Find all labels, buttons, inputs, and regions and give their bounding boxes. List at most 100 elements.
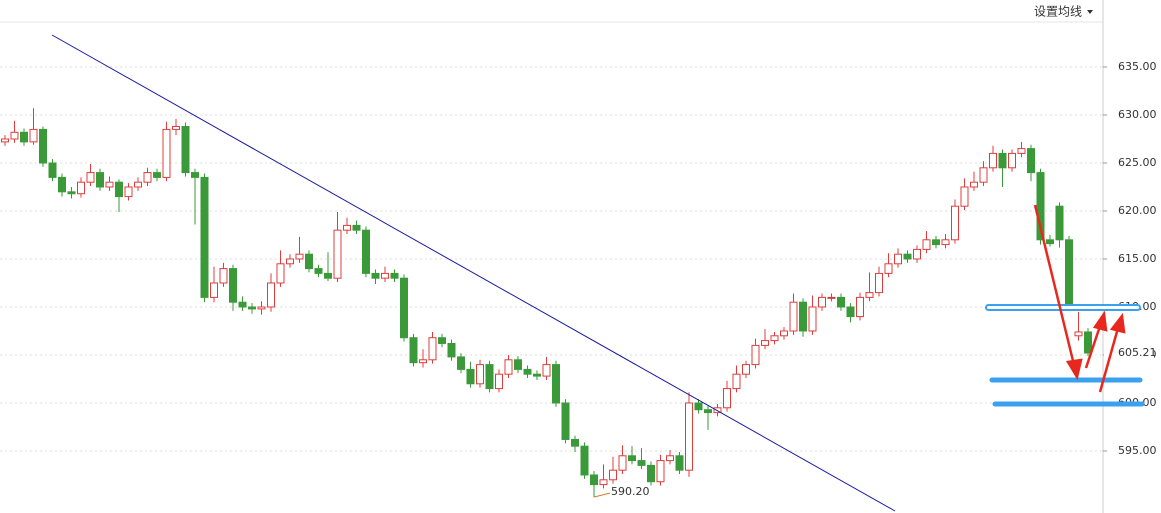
- candle-body: [989, 152, 997, 169]
- candle-body: [846, 306, 855, 318]
- candle-body: [314, 268, 323, 274]
- candle-body: [219, 268, 228, 284]
- candle-body: [495, 373, 503, 390]
- candle-body: [932, 239, 940, 246]
- candle-body: [960, 186, 969, 207]
- arrow-head: [1109, 312, 1126, 334]
- candle-body: [1036, 172, 1045, 241]
- candle-body: [77, 181, 85, 195]
- candle-body: [86, 172, 95, 183]
- candle-body: [10, 131, 19, 140]
- candle-body: [1084, 331, 1092, 354]
- candle-body: [884, 263, 893, 274]
- candle-body: [808, 306, 817, 332]
- candle-body: [875, 272, 883, 294]
- candle-body: [951, 205, 959, 241]
- candle-body: [96, 172, 104, 188]
- menu-caret[interactable]: [1087, 10, 1093, 14]
- candle-body: [837, 296, 845, 308]
- y-tick-label: 635.00: [1118, 60, 1157, 73]
- candle-body: [789, 301, 798, 332]
- candle-body: [628, 455, 636, 462]
- candle-body: [894, 253, 902, 265]
- y-tick-label: 620.00: [1118, 204, 1157, 217]
- candle-body: [609, 469, 617, 481]
- candle-body: [343, 224, 351, 231]
- candle-body: [970, 181, 978, 188]
- candle-body: [1065, 239, 1073, 308]
- candle-body: [1008, 152, 1016, 169]
- candle-body: [1074, 331, 1083, 337]
- candles: 605.21 590.20: [1, 108, 1157, 498]
- candle-body: [172, 126, 180, 130]
- candle-body: [1017, 148, 1026, 154]
- candle-body: [685, 402, 693, 471]
- candle-body: [352, 224, 361, 231]
- candle-body: [713, 407, 722, 414]
- candle-body: [941, 239, 950, 246]
- candle-body: [561, 402, 570, 440]
- candle-body: [143, 172, 152, 183]
- arrow-head: [1065, 358, 1083, 381]
- candle-body: [1027, 148, 1035, 174]
- candle-body: [39, 128, 47, 164]
- candle-body: [29, 128, 38, 143]
- candle-body: [1055, 205, 1064, 241]
- candle-body: [105, 181, 114, 188]
- candle-body: [276, 263, 285, 284]
- candle-body: [580, 445, 589, 476]
- support-lines: [985, 304, 1145, 407]
- arrow: [1033, 204, 1076, 366]
- candle-body: [362, 229, 370, 274]
- candle-body: [571, 438, 579, 447]
- trend-line: [51, 34, 896, 512]
- candle-body: [457, 356, 465, 370]
- candle-body: [504, 359, 513, 375]
- candle-body: [58, 176, 66, 193]
- candle-body: [590, 474, 598, 486]
- candle-body: [856, 296, 864, 318]
- candle-body: [267, 282, 275, 308]
- candle-body: [704, 409, 712, 414]
- candle-body: [162, 128, 171, 178]
- candle-body: [666, 455, 674, 462]
- candle-body: [400, 277, 408, 339]
- candle-body: [153, 172, 161, 178]
- candle-body: [371, 272, 380, 279]
- candle-body: [552, 364, 560, 404]
- candle-body: [229, 268, 237, 303]
- min-label: 590.20: [611, 485, 650, 498]
- candle-body: [523, 368, 532, 375]
- candle-body: [257, 306, 266, 310]
- candle-body: [181, 126, 190, 174]
- candle-body: [428, 337, 437, 361]
- candle-body: [742, 364, 750, 375]
- candle-body: [656, 460, 665, 483]
- y-tick-label: 615.00: [1118, 252, 1157, 265]
- candle-body: [295, 253, 304, 260]
- candle-body: [998, 152, 1007, 169]
- candle-body: [48, 162, 57, 178]
- candle-body: [390, 272, 399, 279]
- candle-body: [979, 167, 988, 183]
- candle-body: [447, 342, 456, 358]
- arrow: [1084, 325, 1102, 369]
- candle-body: [770, 335, 779, 342]
- candle-body: [476, 364, 484, 385]
- candle-body: [865, 292, 874, 298]
- candle-body: [618, 455, 627, 471]
- candle-body: [134, 181, 142, 188]
- y-tick-label: 595.00: [1118, 444, 1157, 457]
- last-price-label: 605.21: [1118, 346, 1157, 359]
- candle-body: [694, 402, 703, 411]
- candle-body: [514, 359, 522, 370]
- candle-body: [238, 301, 247, 308]
- ma-settings-menu[interactable]: 设置均线: [1034, 5, 1082, 19]
- candle-body: [827, 296, 836, 299]
- arrow: [1098, 327, 1120, 393]
- candle-body: [818, 296, 826, 308]
- arrows: [1033, 204, 1126, 393]
- candle-body: [485, 364, 494, 390]
- candle-body: [761, 340, 769, 346]
